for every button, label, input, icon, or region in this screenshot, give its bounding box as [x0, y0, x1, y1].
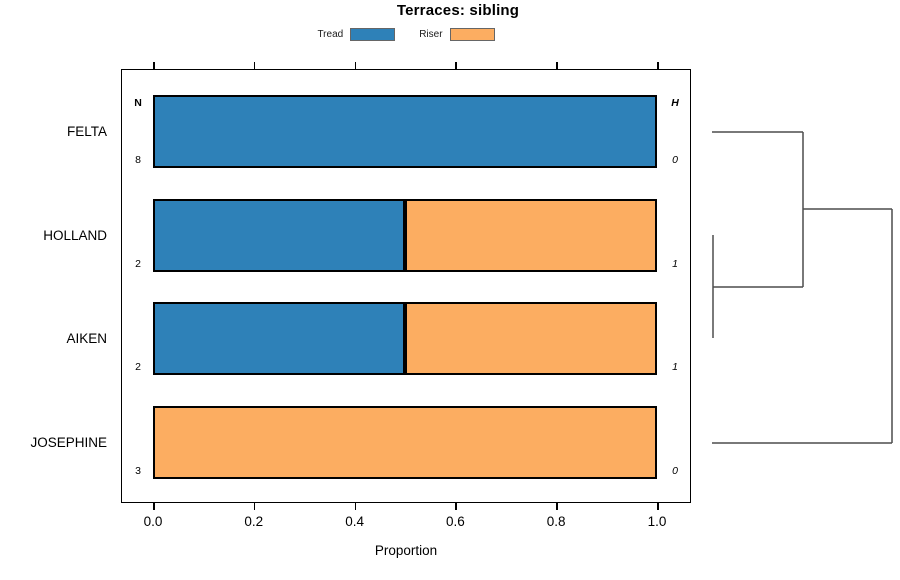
h-value: 1	[672, 258, 678, 270]
n-value: 2	[135, 361, 141, 373]
x-tick-label: 0.8	[546, 514, 566, 529]
legend-swatch	[350, 27, 396, 41]
x-tick-label: 1.0	[647, 514, 667, 529]
n-column-header: N	[134, 97, 142, 109]
legend-label: Tread	[317, 28, 344, 40]
x-tick-label: 0.2	[244, 514, 264, 529]
x-tick-bottom	[153, 503, 155, 510]
h-value: 0	[672, 465, 678, 477]
legend-item: Riser	[419, 27, 495, 41]
x-tick-top	[354, 62, 357, 69]
bar-segment-tread	[153, 302, 405, 375]
category-label: FELTA	[66, 123, 107, 139]
h-value: 1	[672, 361, 678, 373]
x-tick-top	[455, 62, 457, 69]
x-tick-top	[556, 62, 558, 69]
bar-segment-riser	[405, 302, 657, 375]
x-tick-bottom	[253, 503, 256, 510]
legend-swatch	[449, 27, 495, 41]
bar-segment-riser	[153, 406, 657, 479]
bar-segment-tread	[153, 95, 657, 168]
category-label: AIKEN	[66, 330, 107, 346]
legend-label: Riser	[419, 28, 443, 40]
x-tick-bottom	[657, 503, 659, 510]
x-tick-top	[657, 62, 659, 69]
legend-item: Tread	[317, 27, 396, 41]
x-axis-label: Proportion	[374, 543, 438, 558]
n-value: 3	[135, 465, 141, 477]
h-column-header: H	[671, 97, 679, 109]
x-tick-bottom	[455, 503, 457, 510]
category-label: JOSEPHINE	[30, 434, 107, 450]
bar-segment-riser	[405, 199, 657, 272]
x-tick-label: 0.4	[345, 514, 364, 529]
legend: Tread Riser	[121, 26, 691, 42]
category-label: HOLLAND	[43, 227, 107, 243]
x-tick-bottom	[556, 503, 558, 510]
x-tick-top	[253, 62, 256, 69]
x-tick-label: 0.6	[446, 514, 465, 529]
n-value: 2	[135, 258, 141, 270]
h-value: 0	[672, 154, 678, 166]
bar-segment-tread	[153, 199, 405, 272]
x-tick-bottom	[354, 503, 357, 510]
x-tick-label: 0.0	[143, 514, 163, 529]
n-value: 8	[135, 154, 141, 166]
chart-title: Terraces: sibling	[396, 2, 520, 19]
x-tick-top	[153, 62, 155, 69]
